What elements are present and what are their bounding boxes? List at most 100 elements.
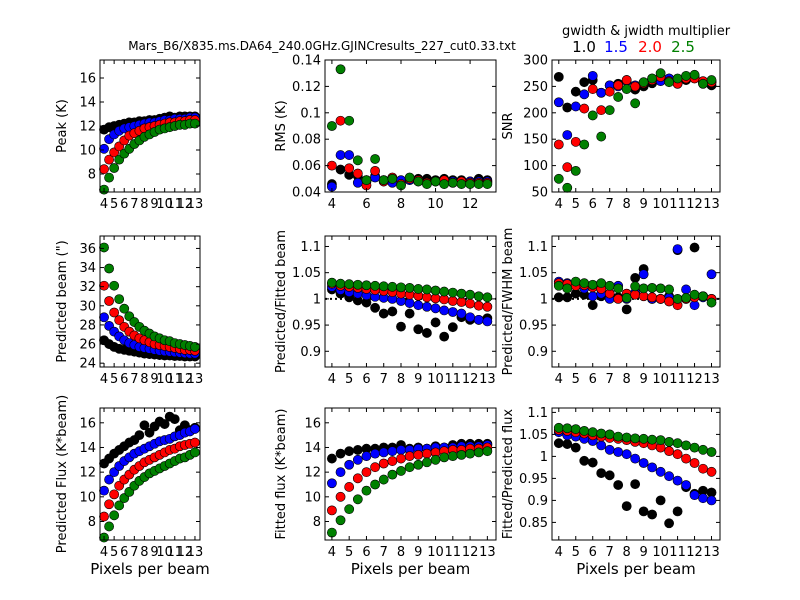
panel-middle-middle: 4 5 6 7 8 9 10 11 12 13 0.9 0.95 1 1.05 1.1 Predicted/F… (274, 230, 497, 387)
point-1.0-2 (344, 446, 355, 457)
x-tick-label: 12 (462, 545, 479, 560)
point-2.5-11 (647, 434, 658, 445)
point-1.0-12 (655, 495, 666, 506)
point-1.0-13 (439, 331, 450, 342)
point-2.5-8 (621, 432, 632, 443)
point-2.5-12 (655, 68, 666, 79)
point-1.5-7 (387, 446, 398, 457)
point-2.5-13 (664, 77, 674, 88)
point-1.5-15 (681, 284, 691, 295)
y-tick-label: 24 (79, 357, 96, 372)
x-tick-label: 11 (445, 372, 462, 387)
point-1.0-1 (335, 164, 346, 175)
axes-frame (324, 59, 497, 193)
x-tick-label: 6 (120, 545, 128, 560)
y-tick-label: 34 (79, 261, 96, 276)
point-1.5-4 (587, 70, 598, 81)
point-2.5-3 (114, 294, 125, 305)
point-1.0-4 (587, 300, 598, 311)
point-1.5-9 (630, 453, 641, 464)
point-1.0-1 (562, 102, 573, 113)
point-1.0-7 (613, 480, 624, 490)
point-2.0-17 (473, 300, 484, 311)
y-tick-label: 16 (79, 416, 96, 431)
point-2.5-7 (613, 92, 624, 102)
point-1.0-12 (430, 317, 441, 328)
point-2.0-3 (352, 168, 363, 179)
point-2.5-1 (562, 423, 573, 434)
y-tick-label: 30 (79, 299, 96, 314)
point-2.5-15 (681, 440, 691, 451)
point-2.0-11 (647, 292, 658, 303)
point-1.0-8 (139, 420, 150, 431)
x-tick-label: 13 (479, 372, 496, 387)
point-2.0-1 (104, 296, 114, 306)
point-2.0-1 (562, 162, 573, 173)
x-tick-label: 6 (589, 545, 597, 560)
point-2.5-1 (104, 263, 114, 274)
point-2.5-3 (352, 494, 363, 505)
point-2.5-5 (596, 428, 607, 439)
x-tick-label: 11 (669, 197, 686, 212)
point-2.5-4 (361, 280, 372, 291)
point-2.5-12 (430, 285, 441, 296)
y-tick-label: 12 (304, 466, 321, 481)
point-1.0-1 (335, 448, 346, 459)
point-1.5-8 (396, 445, 406, 455)
point-1.5-3 (352, 454, 363, 465)
point-2.5-2 (570, 276, 581, 287)
point-2.5-18 (706, 75, 717, 85)
point-2.5-8 (621, 292, 632, 303)
point-1.5-0 (99, 143, 109, 154)
point-1.5-10 (638, 269, 649, 280)
point-2.0-17 (698, 463, 708, 474)
point-2.5-1 (104, 172, 114, 183)
point-2.5-11 (422, 179, 432, 189)
point-2.0-8 (396, 453, 406, 464)
x-tick-label: 5 (572, 197, 580, 212)
point-1.0-8 (396, 321, 406, 332)
point-1.5-9 (404, 298, 415, 308)
x-tick-label: 12 (177, 545, 194, 560)
point-2.0-9 (630, 81, 641, 92)
x-tick-label: 9 (414, 372, 422, 387)
point-2.5-5 (370, 154, 380, 164)
x-tick-label: 5 (110, 372, 118, 387)
point-2.5-10 (413, 284, 424, 294)
point-1.5-1 (335, 467, 346, 478)
x-tick-label: 7 (606, 197, 614, 212)
panel-middle-right: 4 5 6 7 8 9 10 11 12 13 0.9 0.95 1 1.05 1.1 Predicted/F… (501, 228, 721, 387)
y-tick-label: 250 (523, 80, 548, 95)
point-2.5-14 (447, 177, 458, 188)
point-2.5-8 (396, 466, 406, 476)
x-tick-label: 11 (669, 372, 686, 387)
x-tick-label: 8 (397, 197, 405, 212)
y-tick-label: 8 (88, 515, 96, 530)
point-1.5-14 (447, 307, 458, 317)
x-tick-label: 12 (462, 372, 479, 387)
point-1.0-1 (562, 439, 573, 449)
point-1.0-14 (447, 322, 458, 333)
point-2.5-2 (570, 424, 581, 435)
point-1.0-11 (647, 509, 658, 520)
y-tick-label: 1.05 (292, 266, 321, 281)
y-tick-label: 10 (79, 490, 96, 505)
x-tick-label: 13 (187, 545, 204, 560)
x-tick-label: 12 (177, 197, 194, 212)
point-2.0-9 (404, 451, 415, 462)
point-2.5-3 (352, 155, 363, 166)
point-2.5-6 (378, 281, 389, 292)
point-1.5-18 (706, 495, 717, 506)
y-tick-label: 14 (79, 96, 96, 111)
point-2.5-4 (587, 427, 598, 438)
y-tick-label: 300 (523, 54, 548, 69)
point-1.0-10 (638, 506, 649, 517)
point-2.5-11 (422, 284, 432, 295)
point-1.5-2 (344, 150, 355, 160)
y-axis-label: Predicted beam (") (55, 240, 70, 362)
x-tick-label: 6 (120, 197, 128, 212)
point-2.5-13 (439, 286, 450, 297)
x-tick-label: 10 (427, 372, 444, 387)
y-tick-label: 1.05 (519, 428, 548, 443)
